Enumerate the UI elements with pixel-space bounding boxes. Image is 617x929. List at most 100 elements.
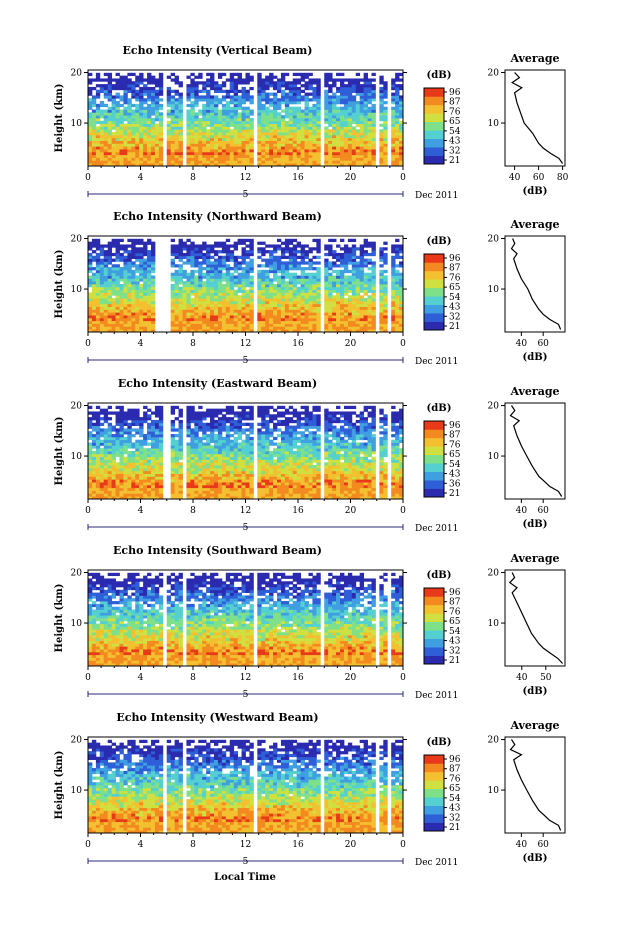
heatmap-cell [340,115,345,119]
heatmap-cell [280,272,286,276]
heatmap-cell [225,284,231,288]
heatmap-cell [107,473,113,477]
heatmap-cell [359,109,365,113]
heatmap-cell [363,112,368,116]
heatmap-cell [261,115,266,119]
heatmap-cell [99,84,105,88]
heatmap-cell [347,289,353,293]
heatmap-cell [261,252,266,257]
heatmap-cell [221,264,227,268]
heatmap-cell [107,496,113,500]
heatmap-cell [395,75,400,79]
heatmap-cell [182,303,187,307]
heatmap-cell [343,163,349,167]
heatmap-cell [249,238,254,243]
heatmap-cell [273,120,278,125]
heatmap-cell [170,98,176,102]
heatmap-cell [214,275,219,279]
heatmap-cell [347,132,353,136]
heatmap-cell [273,123,278,127]
heatmap-cell [107,439,113,443]
heatmap-cell [95,109,101,113]
heatmap-cell [217,315,223,319]
heatmap-cell [261,163,266,167]
colorbar-tick-label: 96 [449,254,461,264]
heatmap-cell [111,115,116,119]
heatmap-cell [190,317,195,322]
heatmap-cell [91,295,97,299]
heatmap-cell [88,252,93,257]
heatmap-cell [186,95,191,99]
heatmap-cell [99,112,105,116]
heatmap-cell [91,329,97,333]
heatmap-cell [340,86,345,91]
heatmap-cell [296,118,302,122]
heatmap-cell [190,129,195,133]
heatmap-cell [147,278,152,282]
heatmap-cell [206,284,211,288]
heatmap-cell [280,323,286,327]
heatmap-cell [178,329,183,333]
heatmap-cell [265,295,270,299]
heatmap-cell [103,479,109,483]
heatmap-cell [127,422,132,426]
heatmap-cell [399,329,404,333]
heatmap-cell [233,143,239,147]
heatmap-cell [217,75,223,79]
heatmap-cell [186,326,191,330]
heatmap-cell [399,163,404,167]
heatmap-cell [210,289,215,293]
heatmap-cell [249,78,254,82]
heatmap-cell [280,261,286,265]
heatmap-cell [143,123,148,127]
heatmap-cell [324,120,329,125]
heatmap-cell [119,81,124,85]
heatmap-cell [131,143,136,147]
heatmap-cell [174,154,179,158]
heatmap-cell [178,315,183,319]
heatmap-cell [131,456,136,460]
heatmap-cell [280,326,286,330]
heatmap-cell [292,252,298,257]
heatmap-cell [233,326,239,330]
heatmap-cell [115,255,120,259]
heatmap-cell [225,143,231,147]
heatmap-cell [206,78,211,82]
heatmap-cell [107,134,113,139]
heatmap-cell [174,89,179,93]
heatmap-cell [308,326,313,330]
heatmap-cell [277,247,282,251]
heatmap-cell [225,292,231,296]
heatmap-cell [221,132,227,136]
heatmap-cell [217,264,223,268]
heatmap-cell [399,86,404,91]
heatmap-cell [399,306,404,310]
heatmap-cell [261,269,266,274]
heatmap-cell [107,275,113,279]
heatmap-cell [206,143,211,147]
heatmap-cell [399,303,404,307]
heatmap-cell [158,453,164,458]
heatmap-cell [147,298,152,302]
heatmap-cell [363,154,368,158]
heatmap-cell [245,129,250,133]
heatmap-cell [257,255,262,259]
heatmap-cell [103,140,109,144]
heatmap-cell [99,417,105,421]
heatmap-cell [280,109,286,113]
heatmap-cell [95,456,101,460]
heatmap-cell [210,103,215,108]
heatmap-cell [147,250,152,254]
heatmap-cell [245,269,250,274]
heatmap-cell [202,306,207,310]
heatmap-cell [328,78,333,82]
heatmap-cell [355,329,361,333]
heatmap-cell [225,281,231,285]
heatmap-cell [147,312,152,316]
heatmap-cell [273,132,278,136]
heatmap-cell [324,157,329,161]
heatmap-cell [170,292,176,296]
heatmap-cell [91,292,97,296]
heatmap-cell [95,417,101,421]
heatmap-cell [139,120,144,125]
